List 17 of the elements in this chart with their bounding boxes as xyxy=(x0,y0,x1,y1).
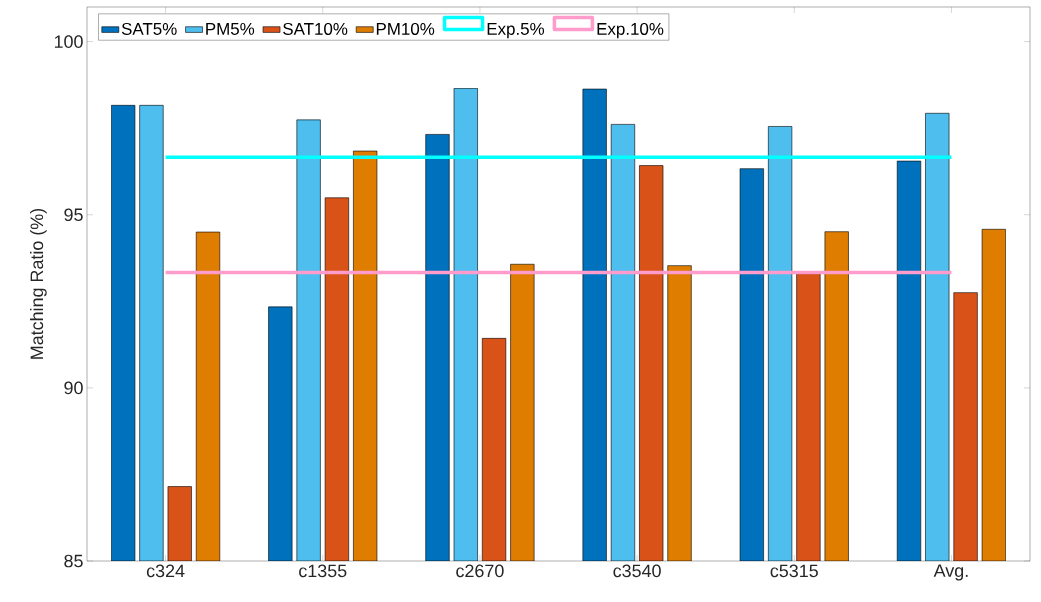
legend-label: SAT5% xyxy=(121,22,177,35)
y-tick-label: 100 xyxy=(54,35,83,48)
x-tick-label: c324 xyxy=(146,564,185,578)
y-tick-label: 95 xyxy=(64,208,83,222)
legend-label: Exp.10% xyxy=(597,22,664,39)
y-tick-label: 90 xyxy=(64,381,83,395)
y-tick-label: 85 xyxy=(64,554,83,568)
x-tick-label: c1355 xyxy=(299,564,347,578)
x-tick-label: c2670 xyxy=(456,564,504,578)
y-axis-title: Matching Ratio (%) xyxy=(30,208,47,359)
x-tick-label: c3540 xyxy=(613,564,661,578)
legend-label: PM5% xyxy=(206,22,255,35)
legend-label: Exp.5% xyxy=(487,22,545,39)
x-tick-label: c5315 xyxy=(770,564,818,578)
x-tick-label: Avg. xyxy=(933,564,968,581)
legend-label: PM10% xyxy=(376,22,435,35)
legend-label: SAT10% xyxy=(283,22,348,35)
